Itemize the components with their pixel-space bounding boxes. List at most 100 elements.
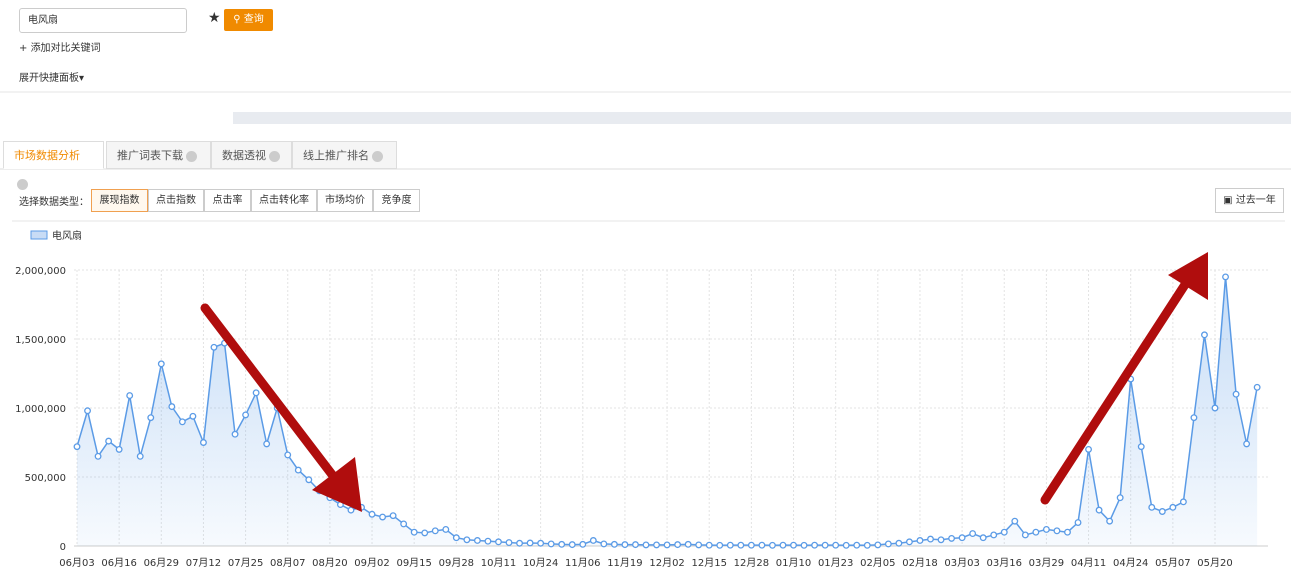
search-input[interactable]: 电风扇 [19, 8, 187, 33]
x-tick-label: 04月11 [1071, 557, 1106, 569]
data-type-option[interactable]: 点击率 [204, 189, 251, 212]
point [84, 407, 91, 415]
point [294, 466, 302, 474]
data-type-option[interactable]: 展现指数 [91, 189, 148, 212]
x-tick-label: 04月24 [1113, 557, 1148, 569]
x-tick-label: 06月29 [144, 557, 179, 569]
add-compare-label: 添加对比关键词 [30, 43, 101, 54]
x-tick-label: 01月23 [818, 557, 853, 569]
point [726, 541, 734, 549]
point [484, 537, 492, 545]
x-tick-label: 03月29 [1029, 557, 1064, 569]
x-tick-label: 12月02 [649, 557, 684, 569]
data-type-option[interactable]: 点击指数 [148, 189, 204, 212]
point [1190, 414, 1198, 422]
point [1158, 508, 1166, 515]
point [368, 510, 376, 518]
x-tick-label: 02月05 [860, 557, 895, 569]
point [1085, 445, 1093, 453]
point [642, 541, 650, 549]
point [1000, 528, 1008, 536]
period-label: 过去一年 [1235, 195, 1276, 206]
x-tick-label: 09月02 [354, 557, 389, 569]
point [895, 539, 903, 547]
y-tick-label: 1,000,000 [15, 404, 66, 415]
point [305, 476, 313, 484]
point [610, 540, 618, 548]
y-tick-label: 500,000 [25, 473, 66, 484]
point [495, 538, 502, 546]
legend-label[interactable]: 电风扇 [52, 229, 82, 242]
expand-panel[interactable]: 展开快捷面板▾ [19, 73, 85, 84]
point [832, 541, 840, 549]
point [1021, 531, 1029, 539]
point [1201, 331, 1208, 339]
point [1116, 494, 1124, 502]
point [1137, 443, 1145, 451]
period-button[interactable]: ▣ 过去一年 [1215, 188, 1284, 213]
area [77, 276, 1258, 546]
point [526, 539, 534, 547]
y-tick-label: 1,500,000 [15, 335, 66, 346]
point [1232, 390, 1240, 398]
point [842, 541, 850, 549]
point [653, 541, 660, 549]
point [1211, 404, 1219, 412]
data-type-option[interactable]: 竞争度 [373, 189, 420, 212]
point [1243, 440, 1251, 448]
data-type-option[interactable]: 点击转化率 [251, 189, 317, 212]
point [937, 536, 945, 544]
tab[interactable]: 市场数据分析 [3, 141, 104, 190]
point [136, 452, 144, 460]
point [948, 534, 956, 542]
point [863, 541, 871, 549]
x-tick-label: 10月24 [523, 557, 558, 569]
point [853, 541, 861, 549]
point [621, 541, 629, 549]
point [284, 451, 292, 459]
tab[interactable]: 数据透视 [211, 141, 292, 169]
point [73, 443, 81, 451]
legend-swatch [30, 230, 48, 240]
data-type-option[interactable]: 市场均价 [317, 189, 373, 212]
point [1011, 517, 1019, 525]
tab[interactable]: 线上推广排名 [292, 141, 397, 169]
point [389, 512, 397, 520]
trend-arrow [200, 252, 1208, 512]
point [1169, 503, 1177, 511]
point [1222, 273, 1229, 281]
point [400, 520, 408, 528]
add-compare[interactable]: + 添加对比关键词 [19, 43, 101, 54]
point [105, 437, 113, 445]
point [463, 536, 471, 544]
point [157, 360, 165, 368]
point [884, 540, 892, 548]
point [800, 541, 808, 549]
y-tick-label: 2,000,000 [15, 266, 66, 277]
point [126, 392, 134, 400]
point [600, 540, 608, 548]
search-button[interactable]: ⚲ 查询 [224, 9, 273, 31]
point [431, 527, 439, 535]
point [210, 343, 218, 351]
point [263, 440, 271, 448]
point [231, 430, 239, 438]
x-tick-label: 09月15 [396, 557, 431, 569]
favorite-star[interactable]: ★ [208, 10, 221, 26]
x-tick-label: 08月07 [270, 557, 305, 569]
y-tick-label: 0 [60, 542, 66, 553]
tab-label: 市场数据分析 [14, 149, 80, 162]
x-tick-label: 02月18 [902, 557, 937, 569]
point [505, 539, 513, 546]
point [790, 541, 797, 549]
tab[interactable]: 推广词表下载 [106, 141, 211, 169]
point [684, 540, 692, 548]
point [695, 541, 703, 549]
point [473, 537, 481, 544]
x-tick-label: 03月16 [987, 557, 1022, 569]
x-tick-label: 11月06 [565, 557, 600, 569]
point [1074, 519, 1082, 526]
tab-label: 推广词表下载 [117, 149, 183, 162]
point [168, 403, 176, 411]
